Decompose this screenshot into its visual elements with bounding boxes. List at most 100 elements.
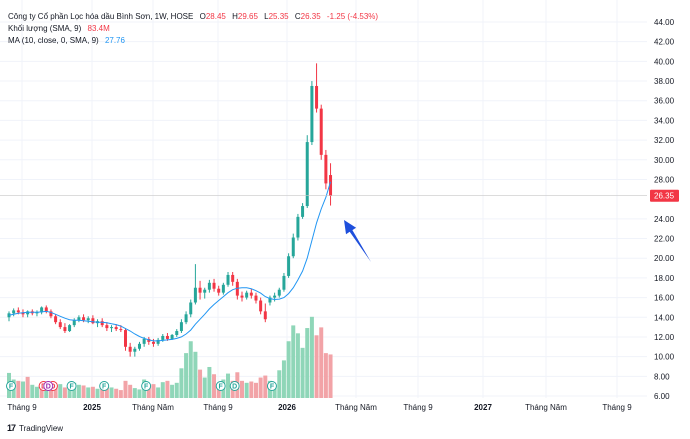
event-marker-icon: [43, 381, 54, 391]
candle-body: [324, 154, 328, 184]
x-tick-label: Tháng Năm: [335, 403, 377, 412]
volume-bar: [309, 316, 314, 398]
candle-body: [151, 341, 155, 344]
x-tick-label: 2025: [83, 403, 101, 412]
volume-bar: [170, 384, 175, 398]
legend-open-value: 28.45: [205, 12, 226, 21]
x-tick-label: 2027: [474, 403, 492, 412]
y-tick-label: 8.00: [654, 372, 670, 381]
volume-bar: [137, 389, 142, 398]
candle-body: [68, 325, 72, 332]
y-tick-label: 44.00: [654, 18, 675, 27]
x-tick-label: Tháng 9: [7, 403, 37, 412]
y-tick-label: 28.00: [654, 175, 675, 184]
candle-body: [63, 327, 67, 332]
event-marker-icon: [215, 381, 226, 391]
last-price-badge: 26.35: [650, 189, 679, 202]
volume-bar: [58, 384, 63, 398]
volume-bar: [90, 386, 95, 398]
candle-body: [198, 287, 202, 293]
candle-body: [72, 320, 76, 326]
legend-ma-value: 27.76: [104, 36, 125, 45]
legend-ma-row[interactable]: MA (10, close, 0, SMA, 9) 27.76: [8, 35, 378, 47]
event-marker-icon: [229, 381, 240, 391]
legend-close-value: 26.35: [300, 12, 321, 21]
candle-body: [179, 322, 183, 332]
legend-volume-row[interactable]: Khối lượng (SMA, 9) 83.4M: [8, 23, 378, 35]
volume-bar: [244, 382, 249, 398]
legend-low-value: 25.35: [268, 12, 289, 21]
candle-body: [170, 334, 174, 339]
price-chart[interactable]: FDDDFFFFDF 44.0042.0040.0038.0036.0034.0…: [0, 0, 690, 420]
y-tick-label: 22.00: [654, 235, 675, 244]
candle-body: [263, 311, 267, 320]
y-tick-label: 12.00: [654, 333, 675, 342]
last-price-badge-text: 26.35: [654, 192, 675, 201]
volume-bar: [114, 388, 119, 398]
volume-bars: [7, 316, 333, 398]
tradingview-footer[interactable]: 17 TradingView: [7, 423, 63, 433]
volume-bar: [151, 384, 156, 398]
candle-body: [165, 335, 169, 339]
volume-bar: [160, 382, 165, 398]
volume-bar: [319, 327, 324, 398]
volume-bar: [207, 366, 212, 398]
legend-volume-value: 83.4M: [87, 24, 110, 33]
candle-body: [277, 289, 281, 296]
y-tick-label: 42.00: [654, 38, 675, 47]
candle-body: [189, 302, 193, 315]
chart-background: [0, 0, 690, 420]
candle-body: [49, 311, 53, 317]
volume-bar: [48, 386, 53, 398]
candle-body: [91, 318, 95, 324]
volume-bar: [286, 341, 291, 398]
event-marker-letter: F: [9, 384, 14, 391]
grid-lines: [0, 0, 647, 398]
candle-body: [175, 331, 179, 335]
candle-body: [282, 275, 286, 290]
volume-bar: [253, 382, 258, 398]
candle-body: [217, 288, 221, 293]
candle-body: [110, 327, 114, 329]
volume-bar: [104, 384, 109, 398]
volume-bar: [20, 381, 25, 398]
legend-high-label: H: [232, 12, 238, 21]
candle-body: [296, 216, 300, 238]
y-tick-label: 16.00: [654, 294, 675, 303]
volume-bar: [165, 380, 170, 398]
y-tick-label: 34.00: [654, 116, 675, 125]
y-tick-label: 18.00: [654, 274, 675, 283]
volume-bar: [272, 384, 277, 398]
candle-body: [124, 330, 127, 347]
candle-body: [329, 175, 333, 196]
volume-bar: [226, 373, 231, 398]
event-markers: FDDDFFFFDF: [6, 381, 277, 391]
event-marker-letter: F: [69, 384, 74, 391]
legend-symbol-title: Công ty Cổ phần Lọc hóa dầu Bình Sơn, 1W…: [8, 12, 194, 21]
volume-bar: [118, 390, 123, 398]
price-axis[interactable]: 44.00 42.00 40.00 38.00 36.00 34.00 32.00 30.00…: [654, 18, 675, 401]
candle-body: [21, 312, 25, 315]
y-tick-label: 10.00: [654, 353, 675, 362]
candle-body: [319, 108, 323, 155]
candle-body: [301, 206, 305, 217]
candle-body: [249, 292, 253, 296]
event-marker-letter: F: [270, 384, 275, 391]
candle-body: [44, 307, 48, 312]
event-marker-icon: [99, 381, 110, 391]
candle-body: [235, 281, 239, 296]
volume-bar: [291, 325, 296, 398]
legend-price-row: Công ty Cổ phần Lọc hóa dầu Bình Sơn, 1W…: [8, 11, 378, 23]
volume-bar: [123, 380, 128, 398]
legend-low-label: L: [264, 12, 269, 21]
volume-bar: [295, 333, 300, 398]
volume-bar: [109, 387, 114, 398]
candle-body: [77, 317, 81, 321]
legend-close-label: C: [294, 12, 301, 21]
time-axis[interactable]: Tháng 9 2025 Tháng Năm Tháng 9 2026 Tháng Năm…: [7, 403, 632, 412]
volume-bar: [323, 353, 328, 398]
candle-body: [133, 348, 137, 352]
candle-body: [114, 327, 118, 330]
candle-body: [137, 343, 141, 349]
event-marker-letter: F: [102, 384, 107, 391]
